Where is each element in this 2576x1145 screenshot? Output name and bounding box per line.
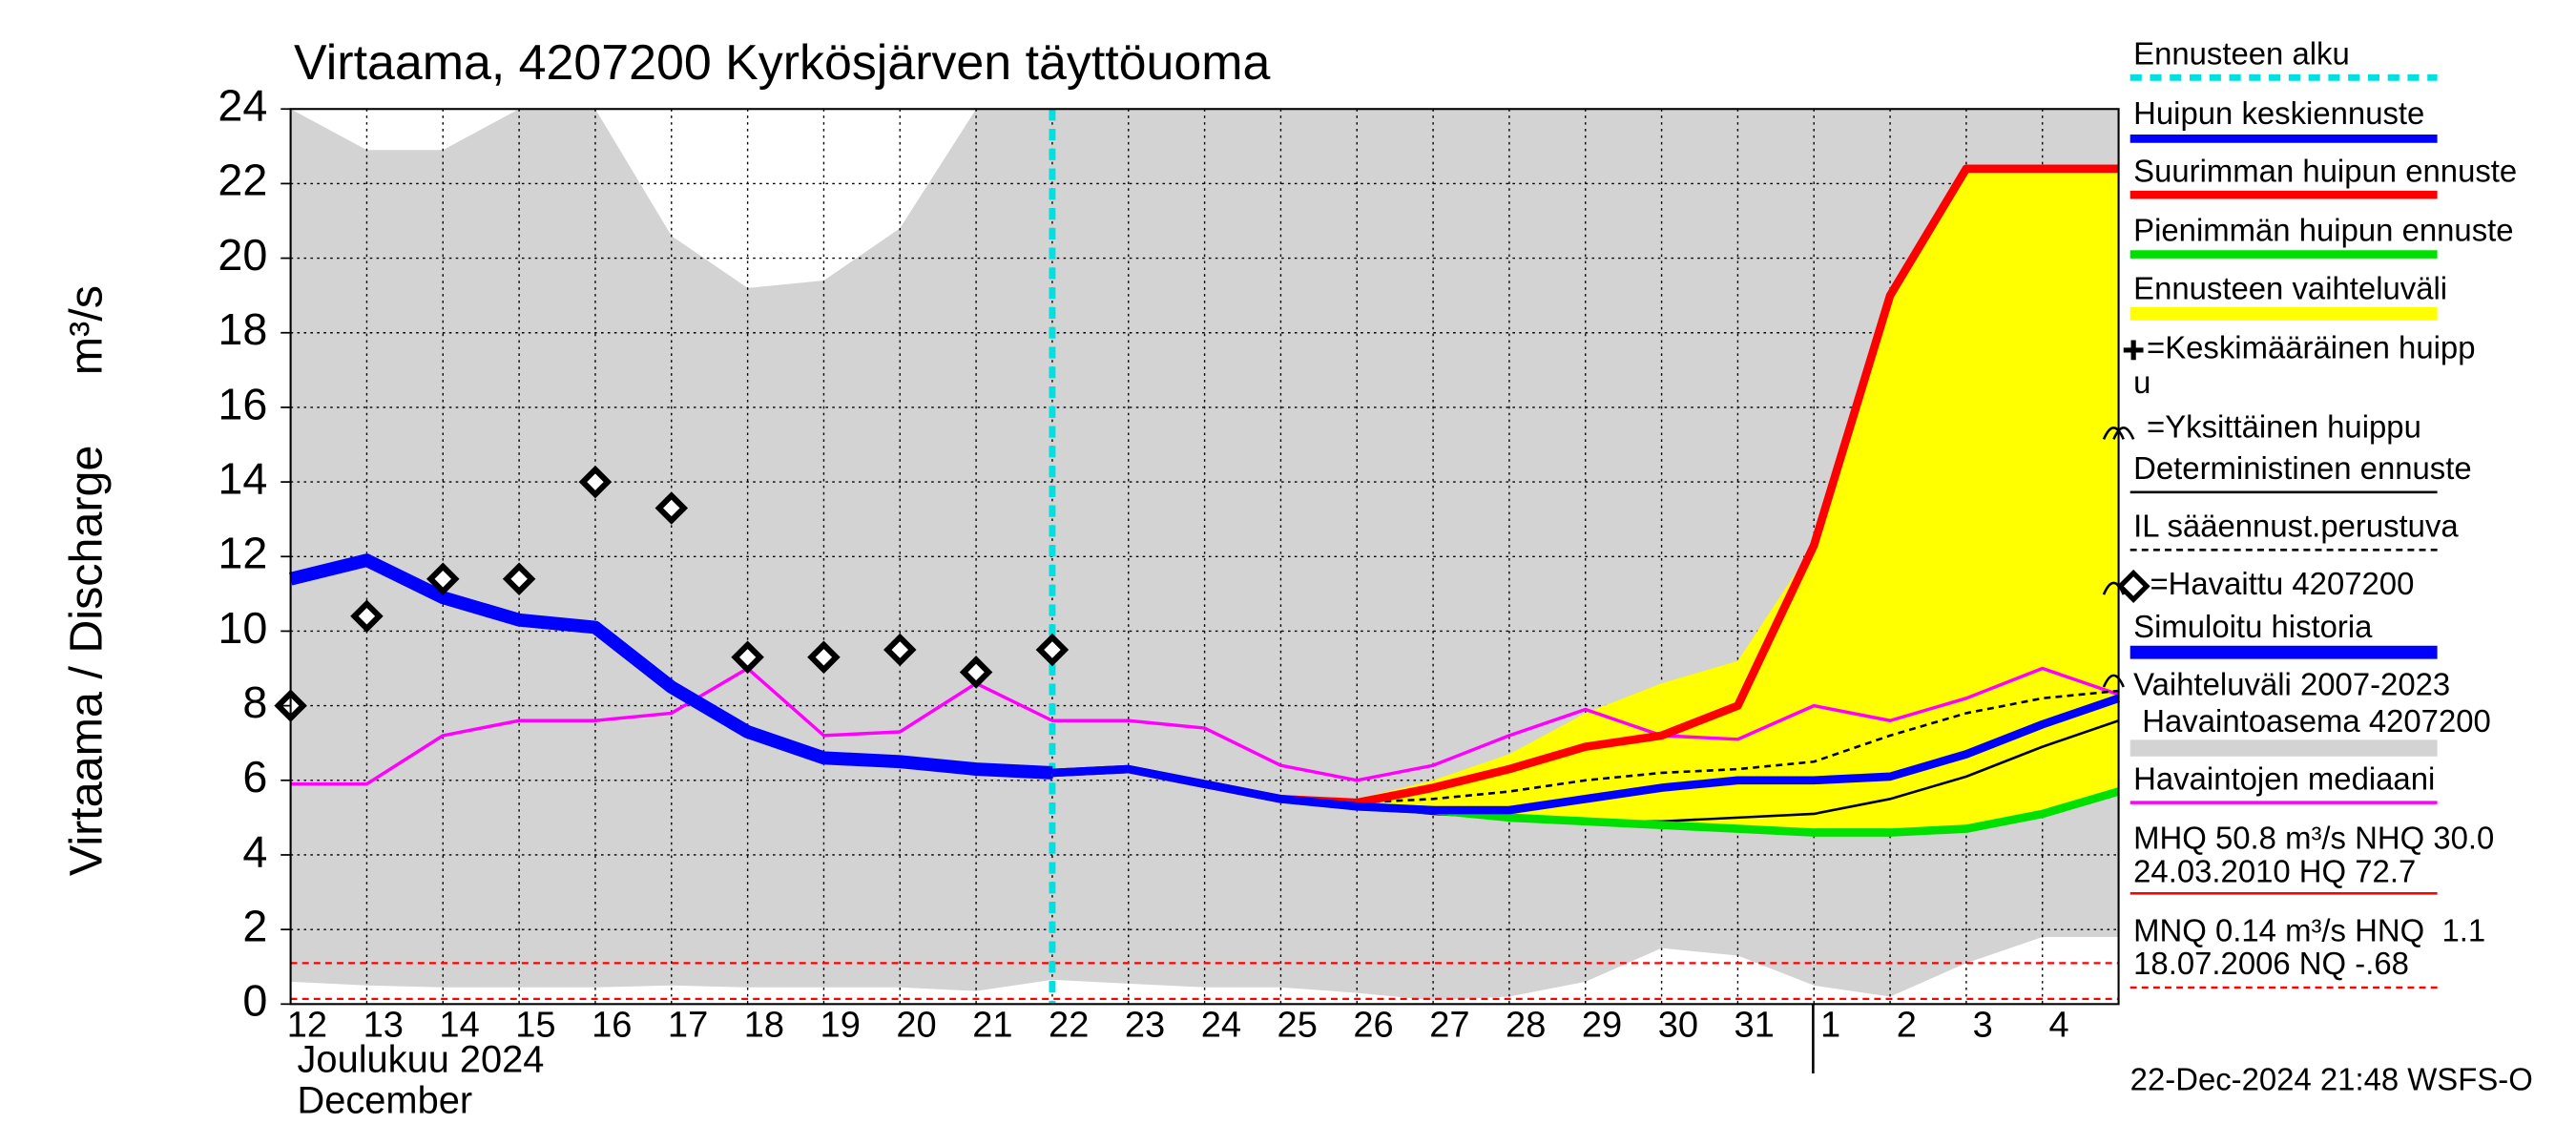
y-tick-label: 16	[218, 379, 267, 428]
y-tick-label: 2	[242, 901, 267, 950]
legend-symbol	[2102, 427, 2135, 440]
x-tick-label: 21	[972, 1006, 1012, 1046]
legend-label: =Yksittäinen huippu	[2147, 409, 2421, 445]
observed-point	[731, 640, 764, 675]
x-tick-label: 2	[1897, 1006, 1917, 1046]
x-tick-label: 1	[1820, 1006, 1840, 1046]
observed-point	[807, 640, 841, 675]
legend-label: Simuloitu historia	[2133, 609, 2373, 644]
x-tick-label: 14	[439, 1006, 479, 1046]
x-tick-label: 15	[515, 1006, 555, 1046]
legend-label: =Havaittu 4207200	[2150, 566, 2414, 601]
legend-label: Vaihteluväli 2007-2023	[2133, 667, 2450, 702]
series-line	[1051, 694, 2120, 815]
observed-point	[654, 491, 689, 525]
x-tick-label: 28	[1506, 1006, 1546, 1046]
month-label: December	[298, 1080, 473, 1122]
legend-label: Deterministinen ennuste	[2133, 450, 2472, 486]
legend-symbol	[2102, 674, 2125, 688]
y-axis-label: Virtaama / Discharge	[60, 446, 112, 877]
legend-label: Ennusteen alku	[2133, 36, 2350, 72]
x-tick-label: 18	[744, 1006, 784, 1046]
y-tick-label: 10	[218, 603, 267, 653]
stats-text: MNQ 0.14 m³/s HNQ 1.1	[2133, 913, 2485, 948]
legend: Ennusteen alku Huipun keskiennuste Suuri…	[2102, 36, 2517, 989]
x-tick-label: 4	[2048, 1006, 2068, 1046]
legend-label: Ennusteen vaihteluväli	[2133, 270, 2447, 305]
stats-text: 24.03.2010 HQ 72.7	[2133, 853, 2416, 888]
observed-point	[426, 562, 460, 595]
x-tick-label: 23	[1125, 1006, 1165, 1046]
y-axis-unit: m³/s	[60, 285, 112, 375]
y-tick-label: 20	[218, 230, 267, 280]
legend-label: Havaintoasema 4207200	[2133, 703, 2491, 739]
observed-point	[578, 465, 613, 499]
x-tick-label: 27	[1429, 1006, 1469, 1046]
legend-label: IL sääennust.perustuva	[2133, 509, 2459, 544]
x-tick-label: 22	[1049, 1006, 1089, 1046]
plot-area	[274, 108, 2120, 1006]
y-tick-label: 22	[218, 156, 267, 205]
observed-point	[1035, 633, 1070, 667]
range-band	[1280, 168, 2119, 833]
x-tick-label: 30	[1658, 1006, 1698, 1046]
observed-point	[883, 633, 917, 667]
x-tick-label: 16	[592, 1006, 632, 1046]
y-tick-label: 0	[242, 976, 267, 1026]
legend-label: u	[2133, 364, 2150, 400]
footer: 22-Dec-2024 21:48 WSFS-O	[2130, 1061, 2533, 1096]
legend-label: =Keskimääräinen huipp	[2147, 330, 2476, 365]
observed-point	[350, 599, 384, 634]
legend-symbol	[2123, 340, 2144, 361]
observed-point	[959, 656, 993, 689]
x-tick-label: 12	[287, 1006, 327, 1046]
x-tick-label: 29	[1582, 1006, 1622, 1046]
y-tick-label: 6	[242, 752, 267, 802]
x-tick-label: 17	[668, 1006, 708, 1046]
series-line	[290, 666, 2120, 786]
month-label: Joulukuu 2024	[298, 1038, 545, 1080]
chart-title: Virtaama, 4207200 Kyrkösjärven täyttöuom…	[294, 35, 1270, 91]
x-tick-label: 20	[896, 1006, 936, 1046]
legend-symbol	[2116, 569, 2150, 603]
x-tick-label: 25	[1278, 1006, 1318, 1046]
series-line	[288, 553, 1053, 780]
y-tick-label: 12	[218, 529, 267, 578]
y-tick-label: 14	[218, 453, 267, 503]
x-tick-label: 24	[1201, 1006, 1241, 1046]
stats-text: 18.07.2006 NQ -.68	[2133, 946, 2409, 981]
observed-point	[502, 562, 536, 595]
x-tick-label: 3	[1973, 1006, 1993, 1046]
y-tick-label: 18	[218, 304, 267, 354]
x-tick-label: 19	[821, 1006, 861, 1046]
x-tick-label: 31	[1735, 1006, 1775, 1046]
legend-label: Pienimmän huipun ennuste	[2133, 213, 2513, 248]
series-line	[1280, 689, 2119, 804]
x-tick-label: 26	[1353, 1006, 1393, 1046]
y-tick-label: 24	[218, 81, 267, 131]
legend-label: Suurimman huipun ennuste	[2133, 153, 2517, 188]
legend-label: Huipun keskiennuste	[2133, 95, 2424, 131]
stats-text: MHQ 50.8 m³/s NHQ 30.0	[2133, 821, 2494, 856]
y-tick-label: 8	[242, 677, 267, 727]
y-tick-label: 4	[242, 826, 267, 876]
legend-label: Havaintojen mediaani	[2133, 760, 2435, 796]
x-tick-label: 13	[364, 1006, 404, 1046]
